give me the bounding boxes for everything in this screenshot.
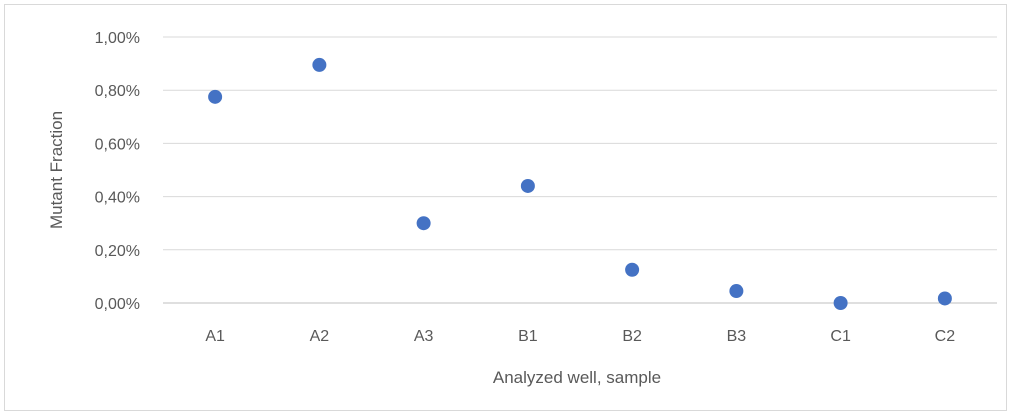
x-tick-label: C1	[830, 328, 851, 345]
x-axis-title: Analyzed well, sample	[493, 368, 661, 387]
x-tick-label: A2	[310, 328, 330, 345]
data-point	[416, 216, 431, 231]
y-tick-label: 0,20%	[95, 243, 140, 260]
x-tick-label: C2	[935, 328, 956, 345]
y-tick-label: 0,60%	[95, 136, 140, 153]
data-point	[625, 262, 640, 277]
x-axis-tick-labels: A1 A2 A3 B1 B2 B3 C1 C2	[205, 328, 955, 345]
y-tick-label: 1,00%	[95, 30, 140, 47]
data-point	[520, 178, 535, 193]
y-tick-label: 0,80%	[95, 83, 140, 100]
chart-area	[4, 4, 1007, 411]
y-tick-label: 0,40%	[95, 190, 140, 207]
x-tick-label: A1	[205, 328, 225, 345]
x-tick-label: B1	[518, 328, 538, 345]
y-axis-tick-labels: 0,00% 0,20% 0,40% 0,60% 0,80% 1,00%	[95, 30, 140, 313]
data-point	[729, 284, 744, 299]
x-tick-label: A3	[414, 328, 434, 345]
y-axis-title: Mutant Fraction	[47, 111, 66, 229]
gridlines	[163, 36, 997, 304]
x-tick-label: B2	[622, 328, 642, 345]
data-point	[208, 89, 223, 104]
data-point	[312, 57, 327, 72]
y-tick-label: 0,00%	[95, 296, 140, 313]
data-point	[833, 296, 848, 310]
data-point	[937, 291, 952, 306]
x-tick-label: B3	[727, 328, 747, 345]
data-points	[208, 57, 952, 310]
